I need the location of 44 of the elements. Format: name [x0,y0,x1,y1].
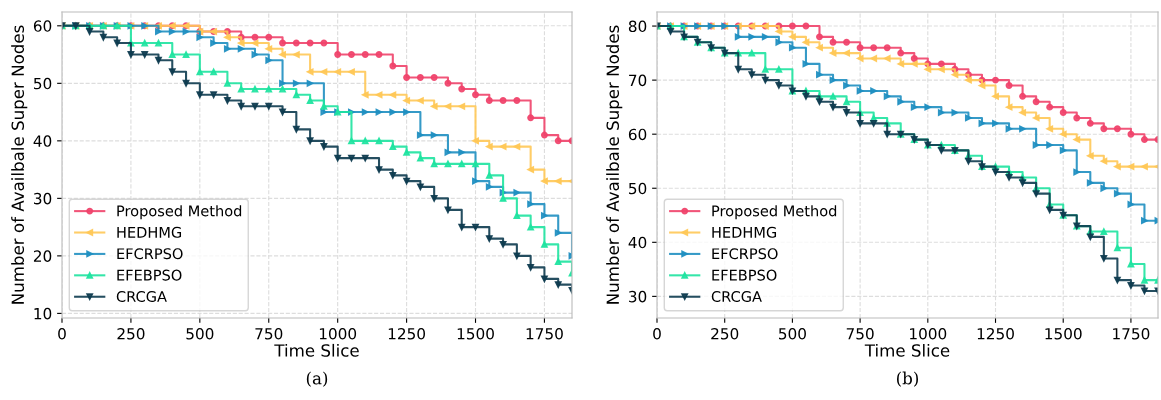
legend-label: EFEBPSO [117,269,182,281]
legend-label: Proposed Method [712,205,837,220]
y-tick-label: 80 [628,20,647,33]
legend-label: EFCRPSO [117,248,183,260]
legend-label: HEDHMG [712,226,777,238]
y-axis-title: Number of Availbale Super Nodes [11,25,28,304]
y-tick-label: 10 [34,307,52,320]
x-tick-label: 750 [255,327,283,340]
legend-label: EFEBPSO [712,269,777,281]
y-tick-label: 30 [629,290,647,303]
x-tick-label: 1500 [457,327,494,340]
y-tick-label: 20 [33,250,52,262]
x-tick-label: 500 [779,327,806,340]
y-tick-label: 50 [34,77,52,90]
x-tick-label: 1250 [388,327,426,340]
y-tick-label: 70 [629,74,647,87]
x-tick-label: 0 [58,327,66,340]
y-tick-label: 60 [628,128,647,141]
x-axis-title: Time Slice [274,343,359,357]
x-tick-label: 250 [117,327,145,340]
x-tick-label: 1000 [910,327,947,340]
legend-label: Proposed Method [117,205,242,220]
x-tick-label: 1000 [319,327,357,340]
x-tick-label: 1500 [1045,327,1082,340]
y-tick-label: 50 [629,182,647,195]
text: (a) [306,371,328,387]
y-tick-label: 60 [33,20,52,32]
y-tick-label: 30 [34,192,52,205]
y-tick-label: 40 [628,236,647,249]
legend-label: CRCGA [711,291,762,303]
legend-label: HEDHMG [117,226,182,238]
x-tick-label: 250 [711,327,739,340]
legend-label: CRCGA [116,291,167,303]
x-tick-label: 1750 [526,327,563,340]
y-tick-label: 40 [33,135,52,147]
x-tick-label: 0 [653,327,661,340]
x-tick-label: 750 [846,327,874,340]
legend-label: EFCRPSO [712,248,778,260]
x-tick-label: 500 [186,327,214,340]
y-axis-title: Number of Availbale Super Nodes [606,25,623,304]
x-tick-label: 1250 [977,327,1014,340]
x-tick-label: 1750 [1113,327,1150,340]
x-axis-title: Time Slice [864,343,950,357]
text: (b) [896,371,919,387]
